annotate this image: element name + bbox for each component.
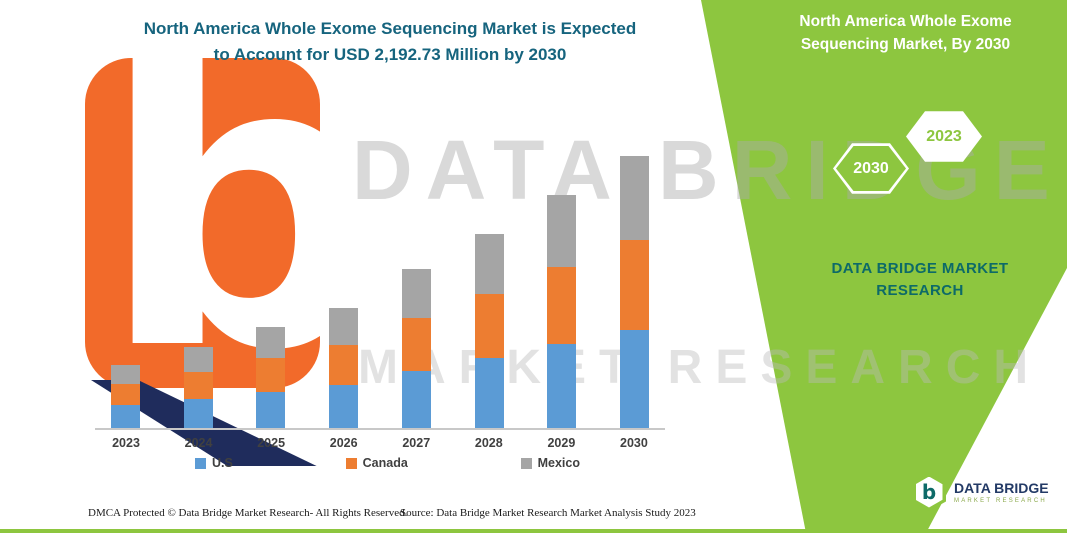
bar-segment-mexico-2023 — [111, 365, 140, 385]
corner-logo-hexagon-icon: b — [912, 473, 946, 511]
legend-label: U.S — [212, 456, 233, 470]
legend-item-us: U.S — [195, 456, 233, 470]
bar-segment-canada-2030 — [619, 240, 649, 331]
stacked-bar-2024 — [183, 347, 213, 428]
legend-item-canada: Canada — [345, 456, 408, 470]
hexagon-2023: 2023 — [906, 111, 982, 162]
corner-logo-text: DATA BRIDGE MARKET RESEARCH — [954, 481, 1049, 504]
legend-label: Mexico — [537, 456, 580, 470]
dmca-copyright-text: DMCA Protected © Data Bridge Market Rese… — [88, 507, 408, 519]
bar-segment-canada-2023 — [111, 384, 140, 406]
stacked-bar-2029 — [547, 195, 577, 428]
bar-segment-mexico-2026 — [329, 308, 359, 346]
bar-segment-mexico-2028 — [474, 234, 504, 295]
stacked-bar-2030 — [619, 156, 649, 428]
chart-title-line1: North America Whole Exome Sequencing Mar… — [143, 19, 637, 38]
bar-segment-canada-2024 — [183, 372, 213, 399]
x-axis-label-2023: 2023 — [112, 436, 140, 450]
legend-swatch-icon — [195, 457, 206, 469]
corner-logo-name: DATA BRIDGE — [954, 479, 1049, 496]
hexagon-2030-label: 2030 — [836, 145, 906, 192]
x-axis-label-2024: 2024 — [184, 436, 213, 450]
bar-segment-canada-2029 — [547, 267, 577, 345]
bar-segment-mexico-2030 — [619, 156, 649, 241]
hexagon-2030: 2030 — [833, 143, 909, 194]
bar-segment-canada-2027 — [401, 318, 431, 371]
x-axis-label-2025: 2025 — [257, 436, 286, 450]
side-panel-title: North America Whole Exome Sequencing Mar… — [799, 13, 1012, 54]
bar-segment-mexico-2024 — [183, 347, 213, 373]
watermark-text-market-research: MARKET RESEARCH — [358, 341, 1042, 394]
bar-segment-us-2025 — [256, 391, 286, 428]
x-axis-label-2028: 2028 — [474, 436, 503, 450]
stacked-bar-2023 — [111, 365, 140, 428]
brand-caption: DATA BRIDGE MARKET RESEARCH — [831, 260, 1009, 299]
bar-segment-us-2026 — [329, 384, 359, 428]
bar-segment-us-2030 — [619, 330, 649, 428]
bar-segment-canada-2028 — [474, 294, 504, 359]
x-axis-label-2030: 2030 — [620, 436, 648, 450]
chart-title-line2: to Account for USD 2,192.73 Million by 2… — [213, 45, 567, 65]
bar-segment-mexico-2025 — [256, 327, 286, 359]
bar-segment-us-2023 — [111, 405, 140, 428]
bar-segment-us-2028 — [474, 358, 504, 428]
bar-segment-us-2029 — [547, 344, 577, 428]
bar-segment-mexico-2027 — [401, 269, 431, 319]
stacked-bar-2026 — [329, 308, 359, 428]
legend-item-mexico: Mexico — [520, 456, 580, 470]
dbmr-corner-logo: b DATA BRIDGE MARKET RESEARCH — [912, 473, 1049, 511]
stacked-bar-chart — [95, 140, 665, 430]
bar-segment-canada-2026 — [329, 345, 359, 385]
x-axis-label-2029: 2029 — [547, 436, 576, 450]
stacked-bar-2028 — [474, 234, 504, 428]
stacked-bar-2027 — [401, 269, 431, 428]
bottom-green-rule — [0, 529, 1067, 533]
legend-swatch-icon — [345, 457, 357, 469]
x-axis-label-2027: 2027 — [402, 436, 431, 450]
x-axis-label-2026: 2026 — [329, 436, 358, 450]
x-axis-labels: 2023 2024 2025 2026 2027 2028 2029 2030 — [95, 436, 665, 450]
bar-segment-us-2024 — [183, 398, 213, 428]
legend-swatch-icon — [520, 457, 532, 469]
corner-logo-subtitle: MARKET RESEARCH — [954, 497, 1047, 504]
stacked-bar-2025 — [256, 327, 286, 428]
chart-legend: U.S Canada Mexico — [195, 456, 580, 470]
bar-segment-us-2027 — [401, 370, 431, 428]
legend-label: Canada — [362, 456, 408, 470]
source-text: Source: Data Bridge Market Research Mark… — [400, 507, 696, 519]
corner-logo-b-icon: b — [915, 476, 943, 508]
bar-segment-mexico-2029 — [547, 195, 577, 268]
bar-segment-canada-2025 — [256, 358, 286, 392]
chart-title: North America Whole Exome Sequencing Mar… — [55, 16, 725, 69]
